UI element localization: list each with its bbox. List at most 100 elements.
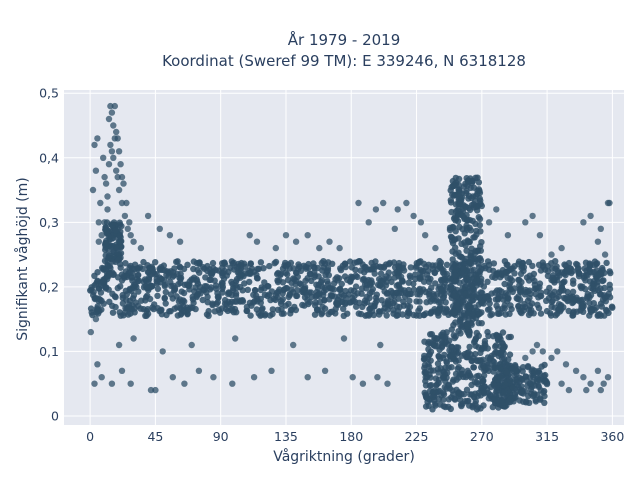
data-point	[594, 367, 602, 374]
x-tick-label: 315	[535, 429, 559, 444]
data-point	[484, 278, 491, 285]
data-point	[367, 305, 374, 312]
data-point	[261, 291, 269, 298]
data-point	[147, 386, 155, 394]
data-point	[421, 352, 428, 360]
data-point	[449, 177, 457, 185]
data-point	[450, 182, 457, 190]
data-point	[526, 302, 534, 310]
data-point	[207, 276, 214, 283]
data-point	[171, 285, 179, 292]
data-point	[302, 277, 309, 284]
data-point	[455, 262, 463, 269]
data-point	[467, 351, 475, 358]
data-point	[363, 298, 371, 306]
data-point	[448, 343, 455, 350]
data-point	[505, 398, 512, 405]
data-point	[543, 297, 550, 304]
data-point	[130, 335, 137, 342]
data-point	[114, 173, 121, 181]
data-point	[268, 288, 276, 295]
data-point	[160, 262, 167, 269]
data-point	[538, 363, 545, 370]
data-point	[219, 289, 226, 296]
data-point	[586, 312, 593, 319]
data-point	[159, 348, 166, 355]
data-point	[422, 368, 429, 375]
data-point	[557, 303, 564, 310]
data-point	[477, 349, 484, 356]
data-point	[154, 292, 161, 299]
data-point	[106, 298, 113, 305]
data-point	[541, 399, 548, 406]
data-point	[426, 387, 434, 395]
data-point	[427, 348, 435, 355]
data-point	[355, 199, 362, 207]
data-point	[490, 382, 498, 389]
data-point	[516, 276, 523, 284]
data-point	[464, 329, 471, 336]
data-point	[405, 279, 412, 286]
data-point	[190, 258, 198, 265]
data-point	[282, 284, 290, 292]
data-point	[122, 260, 129, 267]
data-point	[543, 380, 551, 388]
data-point	[108, 148, 116, 155]
data-point	[522, 219, 529, 226]
data-point	[478, 239, 485, 246]
data-point	[95, 219, 103, 226]
data-point	[105, 161, 113, 168]
data-point	[495, 295, 502, 302]
data-point	[180, 289, 188, 297]
data-point	[504, 291, 511, 299]
data-point	[202, 274, 209, 281]
data-point	[116, 251, 123, 258]
data-point	[207, 284, 215, 291]
data-point	[594, 238, 602, 245]
data-point	[435, 369, 442, 376]
data-point	[278, 298, 285, 305]
data-point	[92, 315, 100, 323]
data-point	[342, 294, 350, 302]
data-point	[119, 291, 126, 299]
data-point	[583, 386, 590, 394]
data-point	[587, 306, 594, 314]
data-point	[477, 405, 484, 412]
data-point	[597, 386, 604, 394]
data-point	[543, 307, 551, 315]
data-point	[111, 102, 119, 110]
data-point	[449, 256, 456, 263]
data-point	[442, 403, 449, 411]
data-point	[518, 389, 525, 396]
data-point	[129, 295, 137, 302]
data-point	[443, 261, 451, 268]
data-point	[324, 267, 332, 274]
data-point	[445, 364, 452, 371]
data-point	[508, 277, 516, 284]
data-point	[547, 312, 555, 319]
data-point	[94, 361, 101, 368]
data-point	[407, 264, 414, 271]
data-point	[189, 296, 197, 303]
data-point	[282, 259, 289, 267]
data-point	[524, 363, 532, 371]
data-point	[428, 284, 435, 291]
data-point	[500, 350, 507, 357]
data-point	[144, 262, 151, 269]
data-point	[468, 245, 475, 252]
chart-title-line-1: År 1979 - 2019	[288, 30, 401, 49]
data-point	[252, 287, 259, 294]
data-point	[359, 276, 367, 283]
data-point	[517, 270, 525, 277]
data-point	[378, 297, 385, 304]
data-point	[493, 287, 501, 294]
data-point	[472, 203, 480, 210]
data-point	[200, 264, 207, 271]
data-point	[106, 263, 113, 270]
data-point	[504, 261, 511, 268]
data-point	[348, 264, 356, 271]
data-point	[580, 374, 587, 381]
data-point	[524, 288, 532, 295]
data-point	[440, 293, 448, 301]
